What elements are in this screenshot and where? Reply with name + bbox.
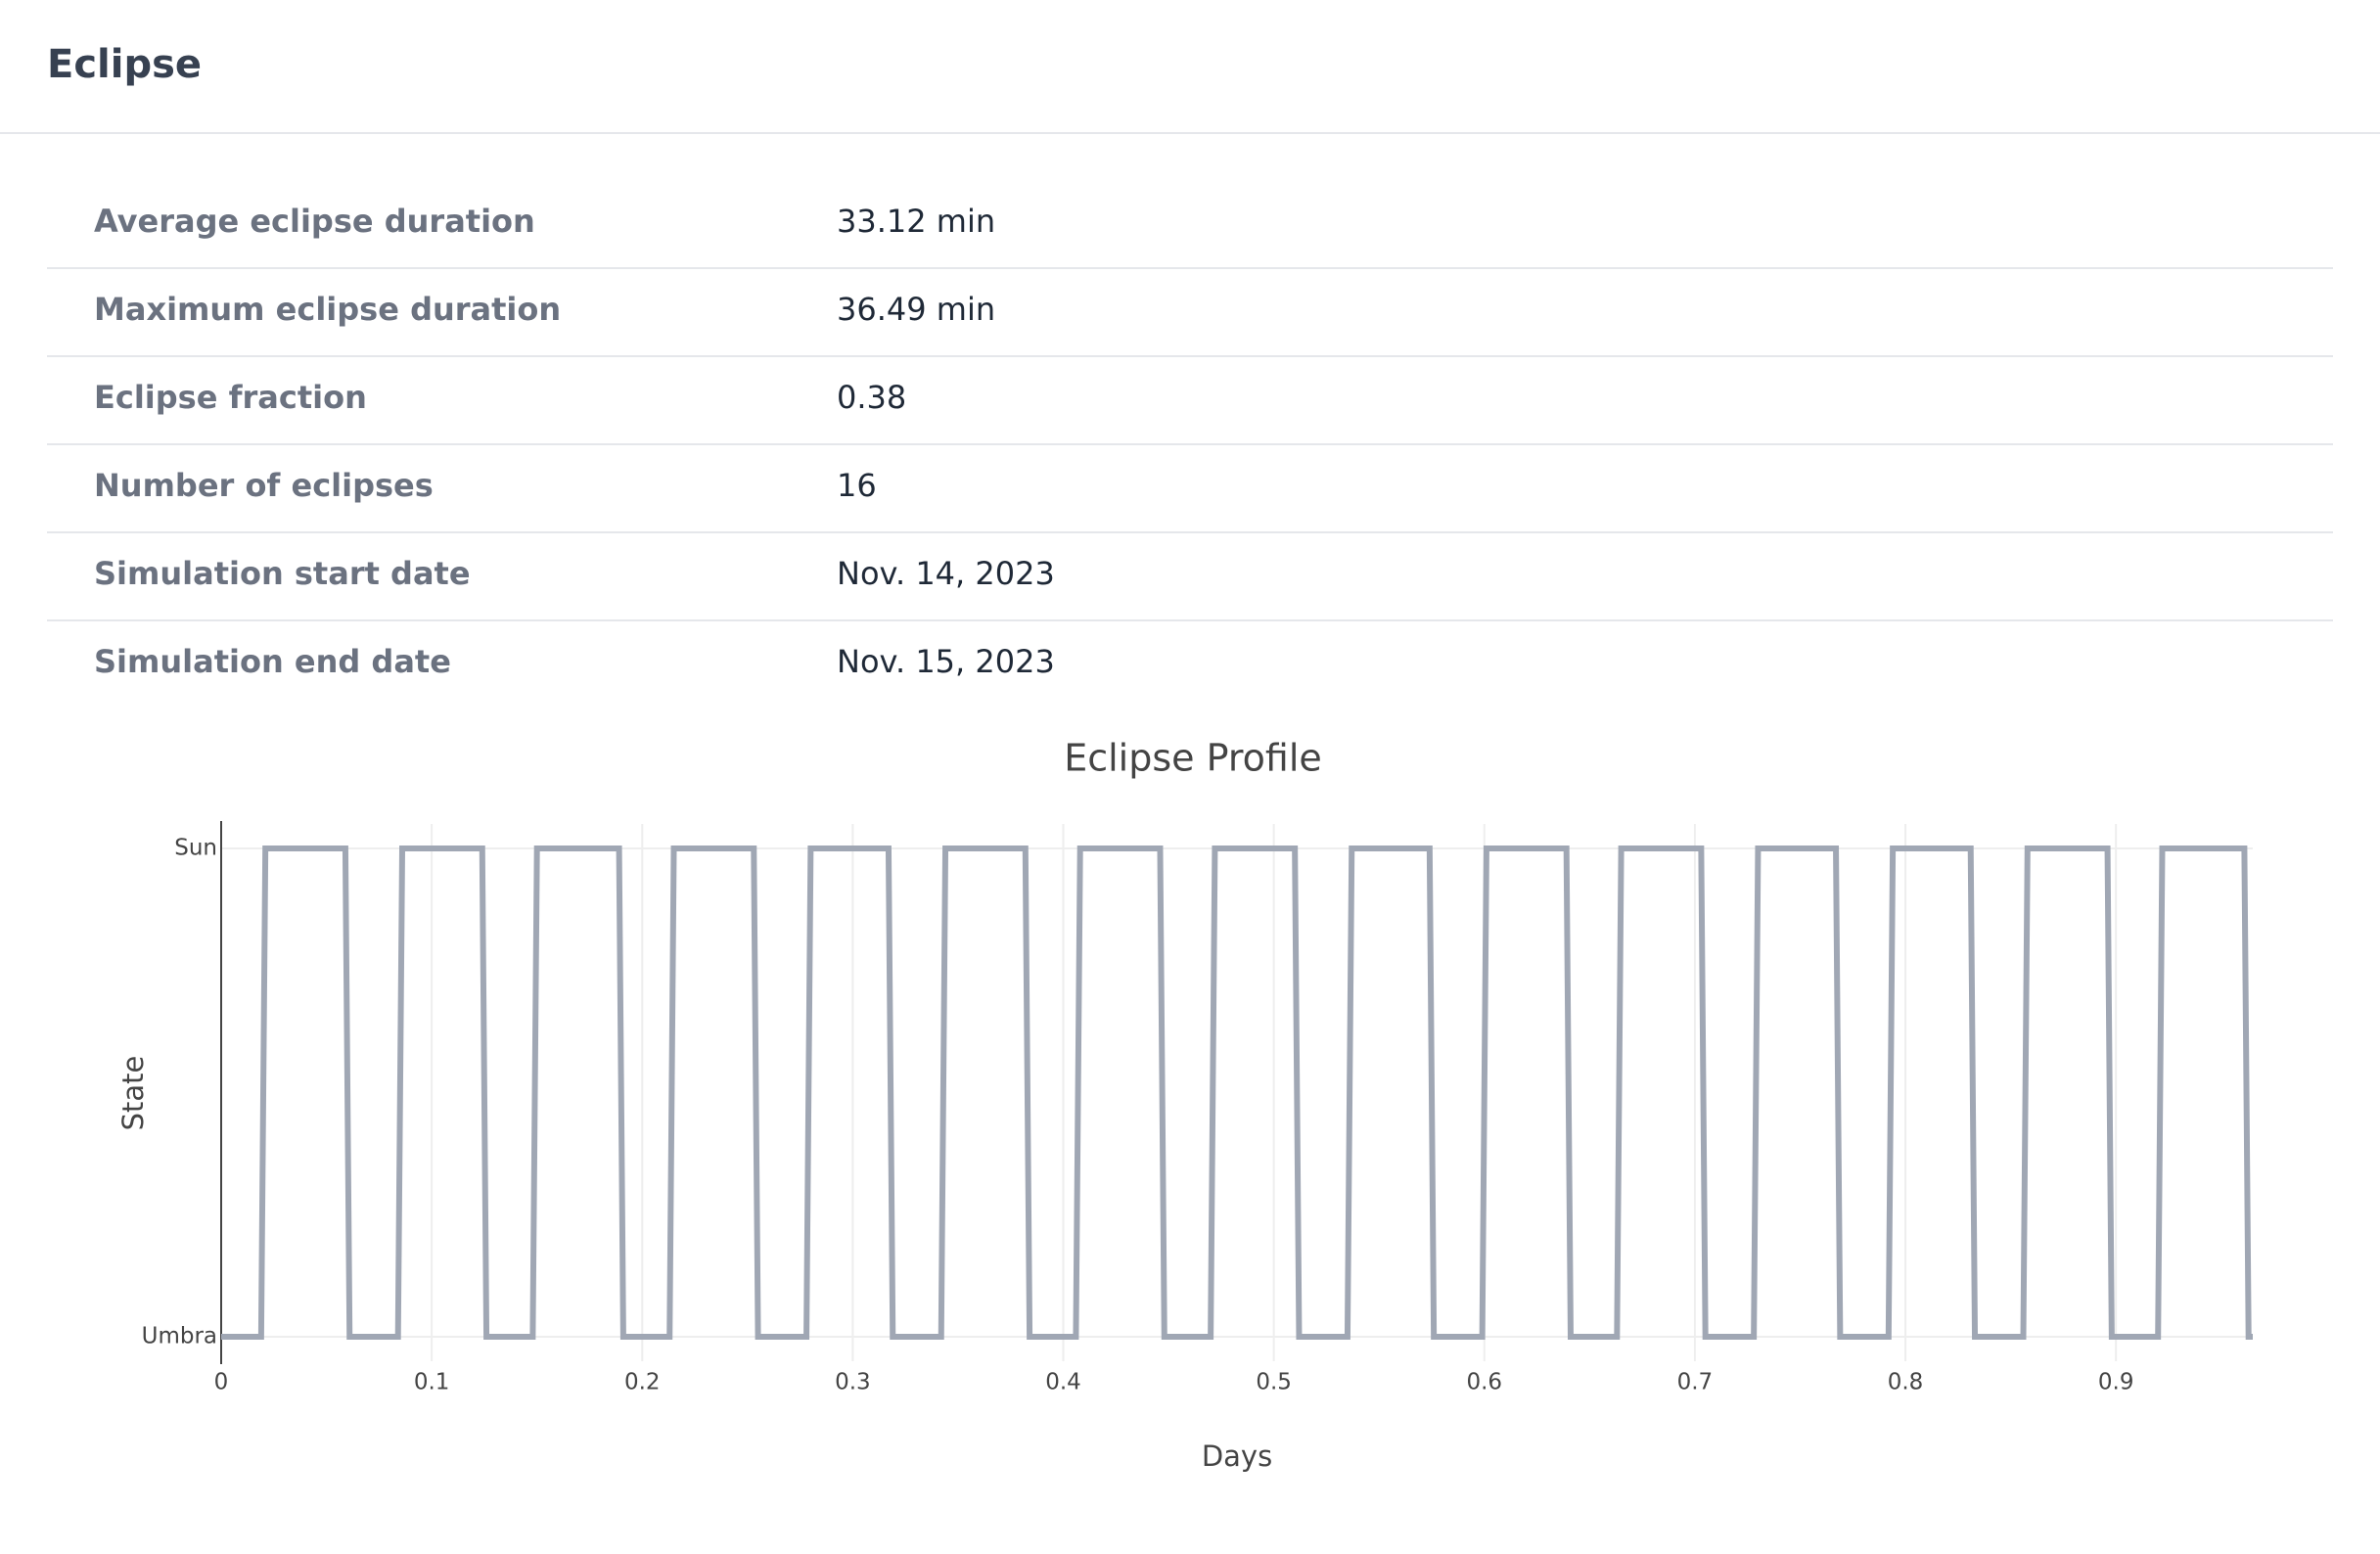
x-tick-label: 0.2 — [624, 1370, 661, 1395]
y-tick-label: Sun — [174, 835, 217, 860]
y-tick-label: Umbra — [142, 1324, 217, 1349]
y-axis-label: State — [116, 1056, 150, 1131]
row-value: 33.12 min — [837, 203, 995, 240]
row-label: Simulation start date — [94, 555, 471, 592]
row-value: 16 — [837, 467, 877, 504]
x-tick-label: 0.4 — [1045, 1370, 1081, 1395]
x-tick-label: 0.9 — [2098, 1370, 2134, 1395]
row-label: Number of eclipses — [94, 467, 434, 504]
row-label: Eclipse fraction — [94, 379, 367, 416]
row-label: Average eclipse duration — [94, 203, 535, 240]
x-axis-label: Days — [1202, 1440, 1272, 1473]
chart: Eclipse Profile Days State 0 0.1 0.2 0.3 0.4… — [116, 737, 2253, 1473]
x-tick-label: 0.1 — [414, 1370, 450, 1395]
x-tick-label: 0.3 — [835, 1370, 871, 1395]
row-value: 0.38 — [837, 379, 906, 416]
x-tick-label: 0.5 — [1256, 1370, 1292, 1395]
row-value: Nov. 15, 2023 — [837, 643, 1055, 680]
x-tick-label: 0 — [214, 1370, 229, 1395]
row-label: Simulation end date — [94, 643, 451, 680]
table: Average eclipse duration 33.12 min Maximum… — [47, 203, 2333, 680]
x-tick-label: 0.7 — [1677, 1370, 1714, 1395]
state-line — [221, 845, 2253, 1341]
header-title: Eclipse — [47, 42, 202, 87]
x-tick-label: 0.6 — [1466, 1370, 1502, 1395]
x-tick-label: 0.8 — [1888, 1370, 1924, 1395]
row-value: 36.49 min — [837, 291, 995, 328]
chart-title: Eclipse Profile — [1064, 737, 1322, 780]
row-value: Nov. 14, 2023 — [837, 555, 1055, 592]
row-label: Maximum eclipse duration — [94, 291, 561, 328]
